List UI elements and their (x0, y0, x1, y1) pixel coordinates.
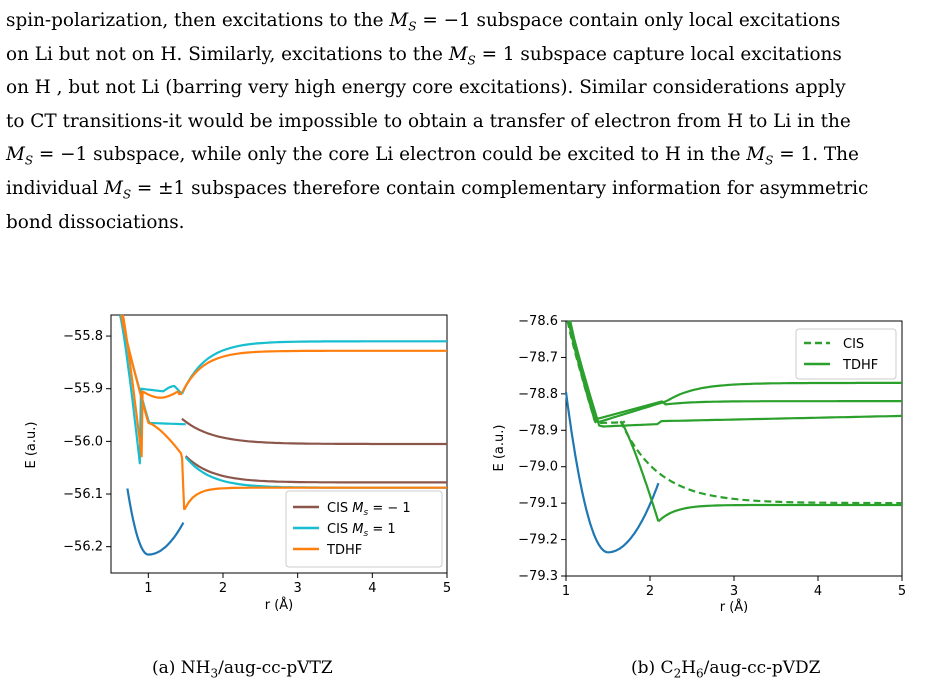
chart-b-ground-line (564, 391, 660, 554)
chart-b-ticks: 1 2 3 4 5 −78.6 −78.7 −78.8 −78.9 −79.0 −79.1 −79.2… (518, 314, 906, 599)
paragraph-line-1: spin-polarization, then excitations to t… (6, 10, 841, 34)
chart-b: E (a.u.) r (Å) 1 2 3 4 5 −78.6 −78.7 −78.8 −78.9… (492, 314, 906, 615)
chart-a-ytick-label: −56.1 (63, 487, 103, 502)
chart-a-ytick-label: −55.9 (63, 382, 103, 397)
chart-b-tdhf-lower-line (657, 503, 902, 523)
legend-a-cis-minus-label: CIS Ms = − 1 (327, 501, 411, 518)
chart-a-xtick-label: 5 (443, 581, 451, 596)
chart-a-xtick-label: 1 (144, 581, 152, 596)
chart-b-xtick-label: 2 (646, 584, 654, 599)
chart-b-xtick-label: 3 (730, 584, 738, 599)
caption-a: (a) NH3/aug-cc-pVTZ (152, 658, 333, 681)
chart-b-ytick-label: −79.1 (518, 496, 558, 511)
chart-b-tdhf-upper-line (567, 320, 902, 424)
chart-b-cis-branch-line (566, 320, 626, 425)
chart-b-xtick-label: 5 (898, 584, 906, 599)
paragraph-line-4: to CT transitions-it would be impossible… (6, 110, 851, 132)
chart-a-cis-plus-upper-line (180, 340, 447, 395)
chart-b-tdhf-middle-line (568, 320, 902, 420)
chart-a-legend: CIS Ms = − 1 CIS Ms = 1 TDHF (285, 490, 443, 568)
chart-a-ytick-label: −56.2 (63, 540, 103, 555)
chart-b-ytick-label: −78.7 (518, 350, 558, 365)
chart-a-ground-line (126, 488, 185, 556)
paragraph-line-3: on H , but not Li (barring very high ene… (6, 77, 846, 99)
chart-b-xtick-label: 4 (814, 584, 822, 599)
chart-b-tdhf-drop-line (619, 420, 660, 522)
chart-a-ylabel: E (a.u.) (24, 422, 39, 469)
chart-b-curves (564, 320, 903, 554)
chart-b-ytick-label: −78.6 (518, 314, 558, 329)
chart-b-tdhf-third-line (569, 320, 903, 428)
legend-b-cis-label: CIS (843, 337, 864, 352)
chart-a: E (a.u.) r (Å) 1 2 3 4 5 −55.8 −55.9 −56.0 −56.1… (24, 314, 451, 613)
paragraph-line-2: on Li but not on H. Similarly, excitatio… (6, 43, 842, 68)
chart-b-cis-line (619, 420, 902, 505)
chart-b-xtick-label: 1 (562, 584, 570, 599)
body-paragraph: spin-polarization, then excitations to t… (6, 4, 938, 239)
legend-a-tdhf-label: TDHF (326, 543, 362, 558)
chart-b-ytick-label: −78.9 (518, 423, 558, 438)
chart-a-xlabel: r (Å) (265, 597, 294, 613)
chart-b-legend-box (795, 328, 897, 380)
chart-b-legend: CIS TDHF (795, 328, 897, 380)
caption-b: (b) C2H6/aug-cc-pVDZ (631, 658, 821, 681)
chart-a-curves (118, 314, 447, 556)
chart-a-tdhf-branch-line (121, 314, 183, 458)
chart-a-tdhf-upper-line (180, 349, 447, 394)
paragraph-line-7: bond dissociations. (6, 211, 185, 233)
chart-a-xtick-label: 3 (294, 581, 302, 596)
legend-a-cis-plus-label: CIS Ms = 1 (327, 522, 396, 539)
chart-a-cis-minus-upper-line (181, 417, 447, 446)
chart-a-tdhf-lower-line (183, 486, 447, 511)
chart-a-tdhf-middle-line (120, 314, 186, 510)
chart-b-ytick-label: −79.2 (518, 533, 558, 548)
chart-b-xlabel: r (Å) (720, 599, 749, 615)
chart-b-ylabel: E (a.u.) (492, 425, 507, 472)
chart-a-xtick-label: 4 (368, 581, 376, 596)
chart-a-ytick-label: −55.8 (63, 329, 103, 344)
chart-a-ticks: 1 2 3 4 5 −55.8 −55.9 −56.0 −56.1 −56.2 (63, 329, 451, 596)
chart-b-ytick-label: −79.3 (518, 569, 558, 584)
chart-b-ytick-label: −78.8 (518, 387, 558, 402)
paragraph-line-5: MS = −1 subspace, while only the core Li… (6, 144, 859, 169)
legend-b-tdhf-label: TDHF (842, 358, 878, 373)
chart-a-xtick-label: 2 (219, 581, 227, 596)
paragraph-line-6: individual MS = ±1 subspaces therefore c… (6, 177, 869, 202)
chart-a-ytick-label: −56.0 (63, 434, 103, 449)
chart-b-ytick-label: −79.0 (518, 460, 558, 475)
chart-a-legend-box (285, 490, 443, 568)
chart-a-cis-minus-lower-line (184, 455, 447, 484)
chart-a-cis-plus-branch-line (118, 314, 183, 465)
